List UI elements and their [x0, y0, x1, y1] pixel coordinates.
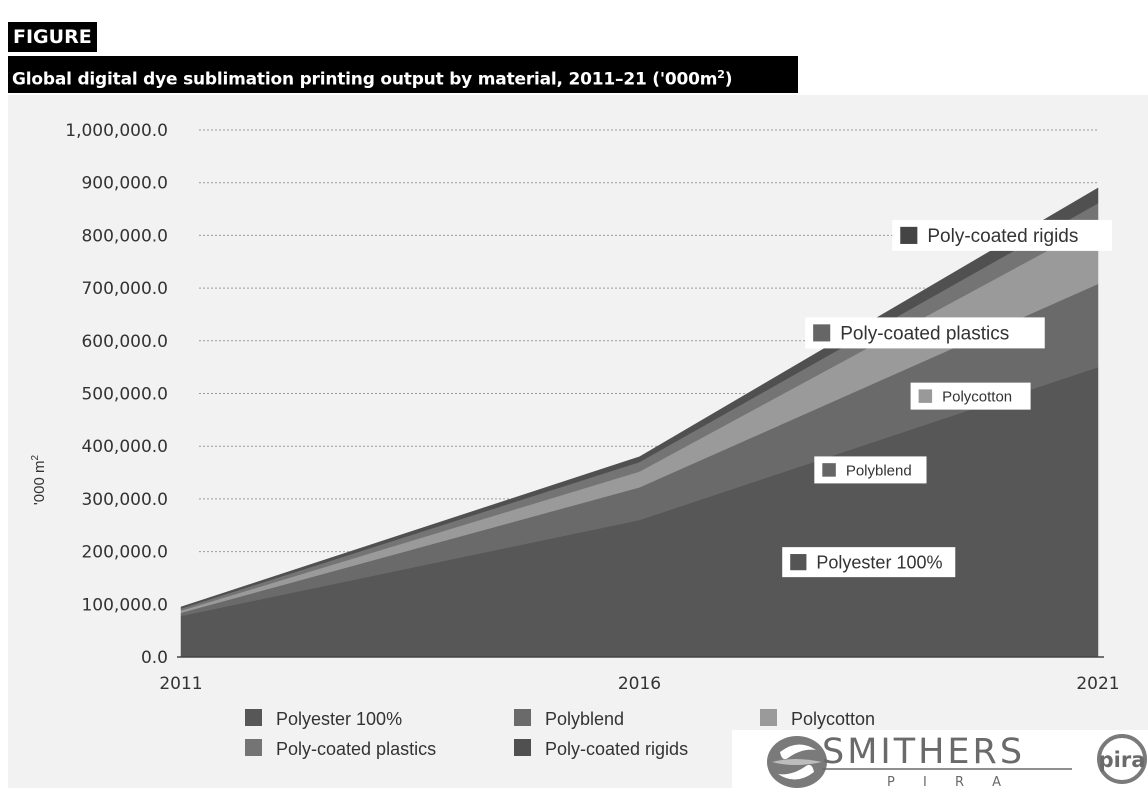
y-tick-label: 900,000.0	[81, 174, 168, 194]
y-axis-label-text: '000 m	[31, 461, 48, 506]
logo-mark: SMITHERS P I R A pira	[767, 732, 1147, 790]
legend-swatch	[514, 739, 531, 756]
annotation-text: Polycotton	[942, 389, 1012, 406]
annotation-box	[782, 547, 956, 578]
annotation-swatch	[918, 389, 933, 403]
annotation-label: Poly-coated plastics	[805, 317, 1045, 349]
annotation-label: Poly-coated rigids	[892, 219, 1113, 251]
x-tick-label: 2016	[618, 674, 661, 694]
annotation-text: Polyblend	[846, 462, 912, 479]
annotation-label: Polycotton	[910, 382, 1031, 410]
legend-label: Polycotton	[791, 709, 875, 729]
annotation-label: Polyblend	[814, 456, 927, 484]
y-tick-label: 100,000.0	[81, 595, 168, 615]
gridlines	[199, 129, 1098, 605]
chart-title-text: Global digital dye sublimation printing …	[12, 69, 718, 90]
annotation-swatch	[790, 554, 807, 571]
annotation-swatch	[813, 324, 831, 342]
y-axis-label: '000 m2	[30, 455, 48, 506]
annotation-text: Poly-coated rigids	[927, 226, 1078, 247]
legend-label: Polyester 100%	[276, 709, 402, 729]
y-tick-label: 700,000.0	[81, 279, 168, 299]
legend-swatch	[514, 709, 531, 726]
pira-badge-icon: pira	[1097, 734, 1147, 784]
annotation-label: Polyester 100%	[782, 547, 956, 578]
legend-item: Polycotton	[760, 709, 875, 729]
area-chart: 0.0 100,000.0 200,000.0 300,000.0 400,000.0 5…	[30, 121, 1120, 759]
y-axis-label-superscript: 2	[30, 455, 41, 461]
legend-item: Poly-coated rigids	[514, 739, 688, 759]
y-tick-label: 800,000.0	[81, 226, 168, 246]
legend-swatch	[245, 709, 262, 726]
y-axis: 0.0 100,000.0 200,000.0 300,000.0 400,000.0 5…	[65, 121, 168, 668]
chart-title-superscript: 2	[717, 68, 725, 81]
legend-item: Poly-coated plastics	[245, 739, 436, 759]
x-tick-label: 2021	[1076, 674, 1119, 694]
chart-title: Global digital dye sublimation printing …	[8, 56, 798, 93]
legend: Polyester 100% Polyblend Polycotton Poly-co…	[245, 709, 875, 759]
area-poly-coated-rigids	[180, 187, 1099, 609]
y-tick-label: 500,000.0	[81, 385, 168, 405]
logo-sub: P I R A	[887, 775, 1013, 788]
legend-item: Polyblend	[514, 709, 624, 729]
y-tick-label: 200,000.0	[81, 543, 168, 563]
legend-item: Polyester 100%	[245, 709, 402, 729]
annotation-box	[805, 317, 1045, 349]
annotation-text: Poly-coated plastics	[840, 324, 1009, 345]
y-tick-label: 1,000,000.0	[65, 121, 168, 141]
swirl-icon	[767, 736, 827, 788]
x-tick-label: 2011	[159, 674, 202, 694]
annotation-swatch	[822, 463, 836, 477]
legend-label: Poly-coated rigids	[545, 739, 688, 759]
legend-label: Polyblend	[545, 709, 624, 729]
chart-title-end: )	[724, 69, 733, 90]
chart-panel: 0.0 100,000.0 200,000.0 300,000.0 400,000.0 5…	[8, 95, 1148, 788]
annotation-box	[892, 219, 1113, 251]
y-tick-label: 400,000.0	[81, 437, 168, 457]
logo-name: SMITHERS	[822, 732, 1025, 772]
legend-swatch	[245, 739, 262, 756]
area-series	[180, 187, 1099, 658]
series-annotations: Poly-coated rigids Poly-coated plastics Po…	[782, 219, 1113, 578]
y-tick-label: 600,000.0	[81, 332, 168, 352]
y-tick-label: 300,000.0	[81, 490, 168, 510]
y-tick-label: 0.0	[141, 648, 168, 668]
annotation-swatch	[900, 226, 918, 244]
x-axis: 2011 2016 2021	[159, 656, 1120, 694]
pira-badge-text: pira	[1099, 748, 1146, 772]
figure-tag: FIGURE	[8, 22, 97, 52]
smithers-pira-logo: SMITHERS P I R A pira	[732, 730, 1148, 790]
annotation-text: Polyester 100%	[816, 553, 942, 573]
legend-swatch	[760, 709, 777, 726]
legend-label: Poly-coated plastics	[276, 739, 436, 759]
